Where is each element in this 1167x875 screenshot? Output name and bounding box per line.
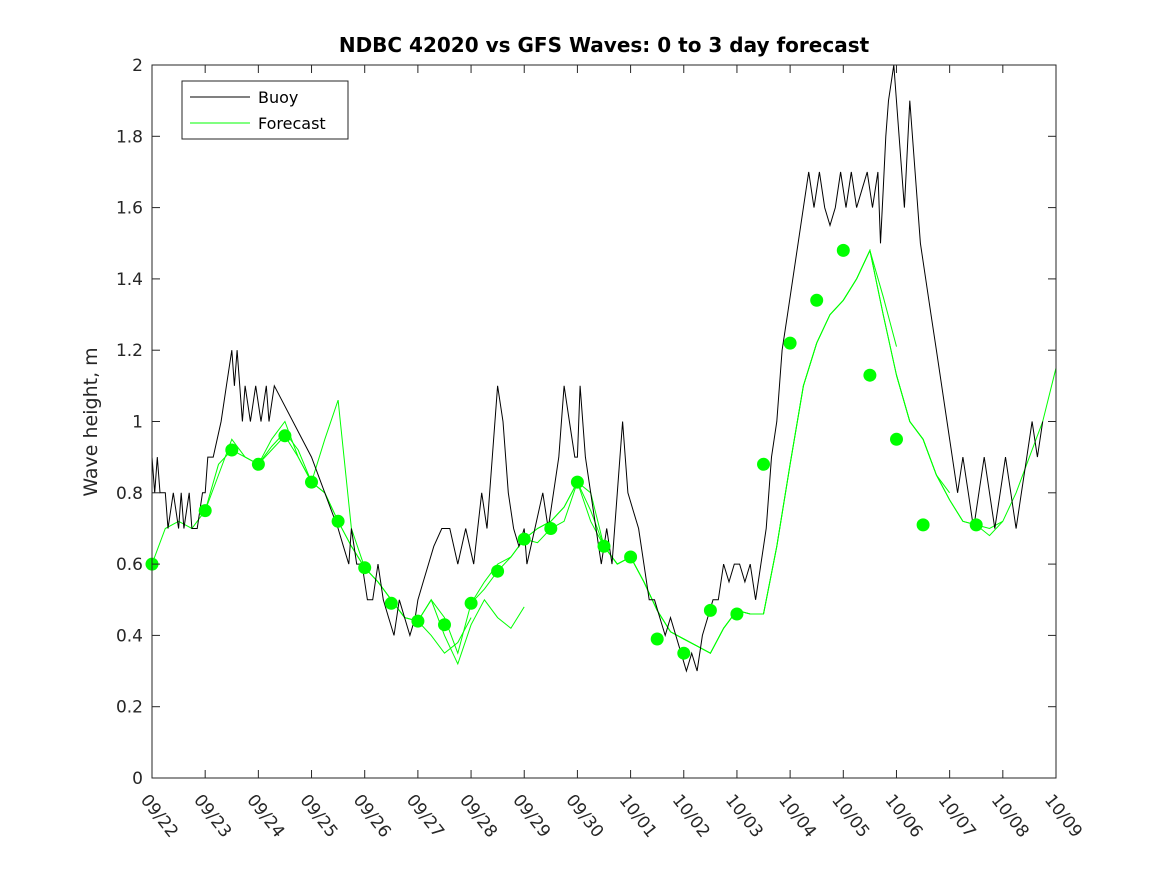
forecast-marker: [491, 564, 505, 578]
forecast-marker: [198, 504, 212, 518]
legend-buoy-label: Buoy: [258, 88, 298, 107]
chart-title: NDBC 42020 vs GFS Waves: 0 to 3 day fore…: [339, 33, 870, 57]
forecast-marker: [464, 596, 478, 610]
y-tick-label: 1.6: [116, 199, 143, 219]
y-axis-label: Wave height, m: [80, 347, 102, 496]
forecast-marker: [624, 550, 638, 564]
y-tick-label: 0: [132, 769, 143, 789]
forecast-marker: [278, 429, 292, 443]
forecast-marker: [251, 457, 265, 471]
y-tick-label: 0.6: [116, 555, 143, 575]
y-tick-label: 1: [132, 413, 143, 433]
legend: Buoy Forecast: [181, 80, 349, 140]
forecast-marker: [411, 614, 425, 628]
y-tick-label: 2: [132, 56, 143, 76]
y-tick-label: 0.4: [116, 626, 143, 646]
forecast-marker: [597, 539, 611, 553]
y-tick-label: 1.8: [116, 127, 143, 147]
forecast-marker: [544, 522, 558, 535]
forecast-marker: [703, 603, 717, 617]
forecast-marker: [305, 475, 318, 489]
marker-layer: [145, 243, 983, 660]
y-tick-label: 1.2: [116, 341, 143, 361]
forecast-marker: [677, 646, 691, 660]
forecast-marker: [757, 457, 770, 471]
y-tick-label: 1.4: [116, 270, 143, 290]
forecast-marker: [331, 514, 345, 528]
forecast-marker: [836, 243, 850, 257]
forecast-marker: [358, 561, 372, 575]
forecast-marker: [890, 432, 903, 446]
forecast-marker: [570, 475, 584, 489]
y-tick-label: 0.2: [116, 698, 143, 718]
forecast-marker: [916, 518, 930, 532]
forecast-marker: [384, 596, 398, 610]
legend-box: [181, 80, 349, 140]
forecast-marker: [517, 532, 531, 546]
forecast-marker: [225, 443, 239, 457]
forecast-marker: [783, 336, 797, 350]
y-tick-label: 0.8: [116, 484, 143, 504]
forecast-marker: [438, 618, 451, 632]
legend-forecast-label: Forecast: [258, 114, 326, 133]
forecast-marker: [810, 293, 824, 307]
buoy-line: [151, 64, 1044, 673]
forecast-marker: [969, 518, 983, 532]
forecast-marker: [730, 607, 744, 621]
forecast-marker: [863, 368, 877, 382]
forecast-marker: [650, 632, 664, 646]
